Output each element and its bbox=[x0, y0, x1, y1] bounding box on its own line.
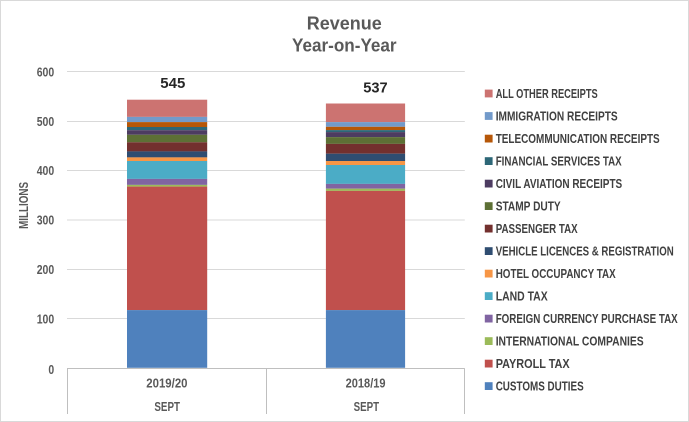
svg-text:545: 545 bbox=[160, 75, 185, 92]
svg-text:STAMP DUTY: STAMP DUTY bbox=[496, 199, 561, 214]
svg-text:537: 537 bbox=[363, 80, 387, 97]
svg-text:FINANCIAL SERVICES TAX: FINANCIAL SERVICES TAX bbox=[496, 154, 622, 169]
svg-text:TELECOMMUNICATION RECEIPTS: TELECOMMUNICATION RECEIPTS bbox=[496, 131, 660, 146]
svg-text:600: 600 bbox=[37, 64, 55, 79]
svg-text:PASSENGER TAX: PASSENGER TAX bbox=[496, 221, 578, 236]
svg-text:MILLIONS: MILLIONS bbox=[16, 182, 31, 229]
svg-text:Revenue: Revenue bbox=[307, 13, 382, 33]
svg-text:500: 500 bbox=[37, 114, 55, 129]
svg-text:IMMIGRATION RECEIPTS: IMMIGRATION RECEIPTS bbox=[496, 109, 618, 124]
svg-text:LAND TAX: LAND TAX bbox=[496, 288, 548, 303]
svg-text:100: 100 bbox=[37, 311, 55, 326]
svg-text:CUSTOMS DUTIES: CUSTOMS DUTIES bbox=[496, 378, 584, 393]
svg-text:HOTEL OCCUPANCY TAX: HOTEL OCCUPANCY TAX bbox=[496, 266, 616, 281]
svg-text:400: 400 bbox=[37, 163, 55, 178]
svg-text:INTERNATIONAL COMPANIES: INTERNATIONAL COMPANIES bbox=[496, 333, 644, 348]
svg-text:Year-on-Year: Year-on-Year bbox=[292, 35, 397, 55]
svg-text:FOREIGN CURRENCY PURCHASE TAX: FOREIGN CURRENCY PURCHASE TAX bbox=[496, 311, 678, 326]
svg-text:200: 200 bbox=[37, 262, 55, 277]
svg-text:300: 300 bbox=[37, 213, 55, 228]
svg-text:CIVIL AVIATION RECEIPTS: CIVIL AVIATION RECEIPTS bbox=[496, 176, 623, 191]
svg-text:2018/19: 2018/19 bbox=[346, 376, 386, 391]
svg-text:SEPT: SEPT bbox=[154, 399, 180, 414]
svg-text:PAYROLL TAX: PAYROLL TAX bbox=[496, 356, 570, 371]
svg-text:0: 0 bbox=[48, 362, 54, 377]
svg-text:ALL OTHER RECEIPTS: ALL OTHER RECEIPTS bbox=[496, 86, 598, 101]
svg-text:2019/20: 2019/20 bbox=[146, 376, 187, 391]
svg-text:VEHICLE LICENCES & REGISTRATIO: VEHICLE LICENCES & REGISTRATION bbox=[496, 244, 674, 259]
svg-text:SEPT: SEPT bbox=[354, 399, 380, 414]
